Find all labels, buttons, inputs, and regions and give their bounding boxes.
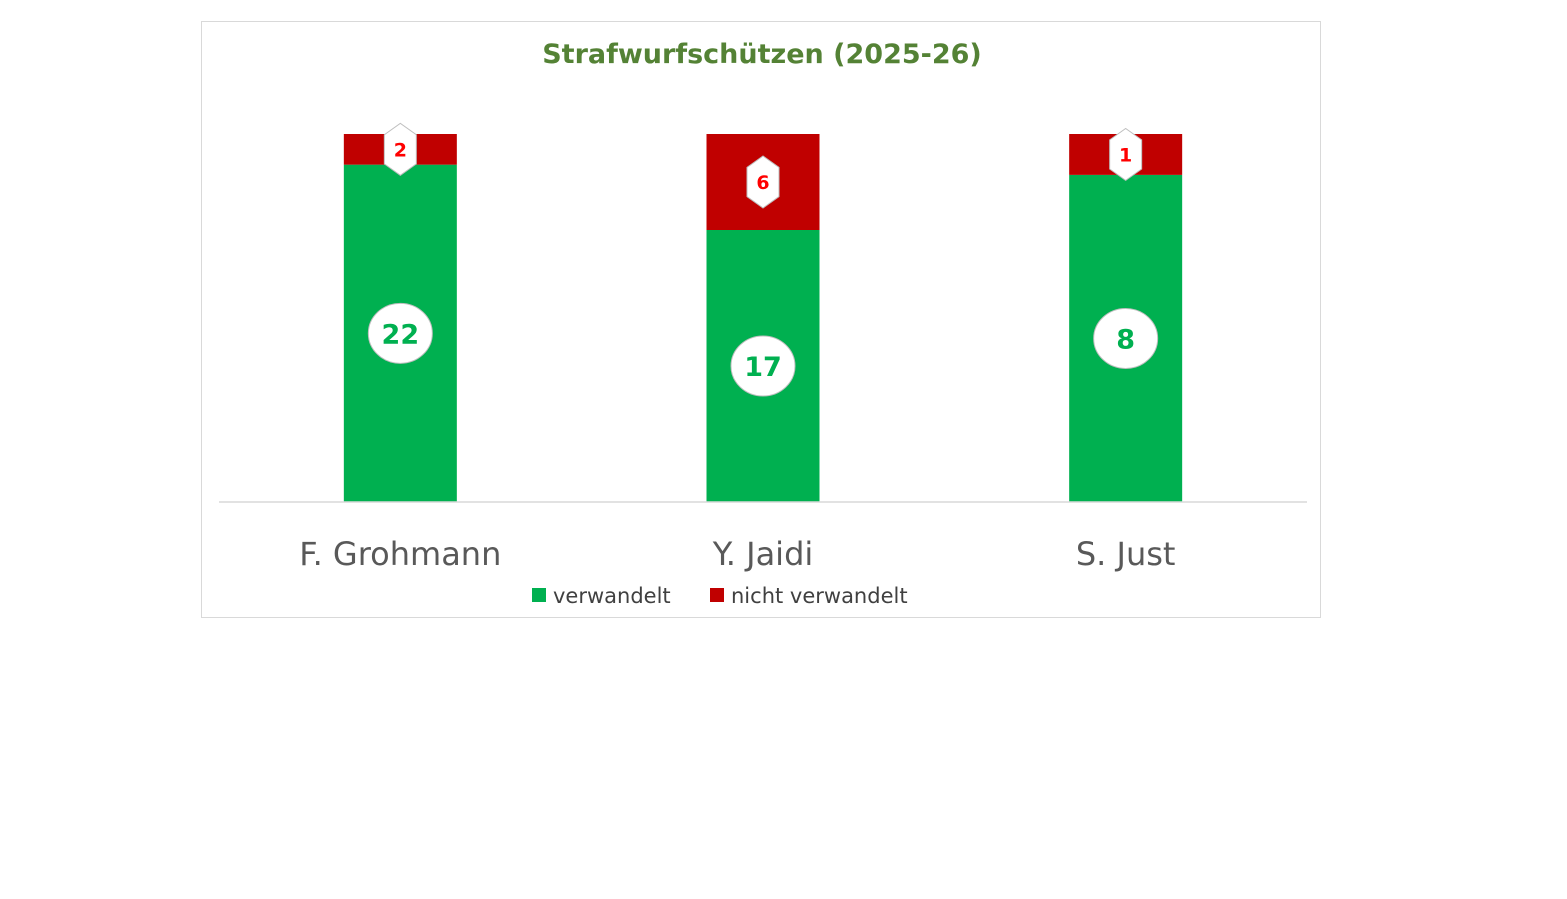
chart-area: Strafwurfschützen (2025-26) 22 2 17 6 8 1 F. … <box>201 21 1321 618</box>
category-label: F. Grohmann <box>299 535 501 573</box>
data-label-bg <box>730 335 796 397</box>
category-label: S. Just <box>1076 535 1176 573</box>
data-label-bg <box>746 155 780 209</box>
data-label-bg <box>1109 127 1143 182</box>
legend: verwandelt nicht verwandelt <box>532 584 908 608</box>
chart-title: Strafwurfschützen (2025-26) <box>542 39 982 70</box>
data-label-bg <box>383 122 417 176</box>
legend-label: verwandelt <box>553 584 671 608</box>
legend-swatch <box>710 588 724 602</box>
category-labels: F. Grohmann Y. Jaidi S. Just <box>299 535 1175 573</box>
data-label-nicht-verwandelt: 1 <box>1119 144 1132 166</box>
category-label: Y. Jaidi <box>712 535 814 573</box>
data-label-verwandelt: 22 <box>382 319 420 350</box>
data-label-verwandelt: 17 <box>744 352 782 383</box>
data-label-nicht-verwandelt: 2 <box>394 139 407 161</box>
legend-swatch <box>532 588 546 602</box>
legend-label: nicht verwandelt <box>731 584 908 608</box>
data-label-nicht-verwandelt: 6 <box>756 172 769 194</box>
data-label-bg <box>1093 307 1159 369</box>
data-label-verwandelt: 8 <box>1116 324 1135 355</box>
data-label-bg <box>367 302 433 364</box>
